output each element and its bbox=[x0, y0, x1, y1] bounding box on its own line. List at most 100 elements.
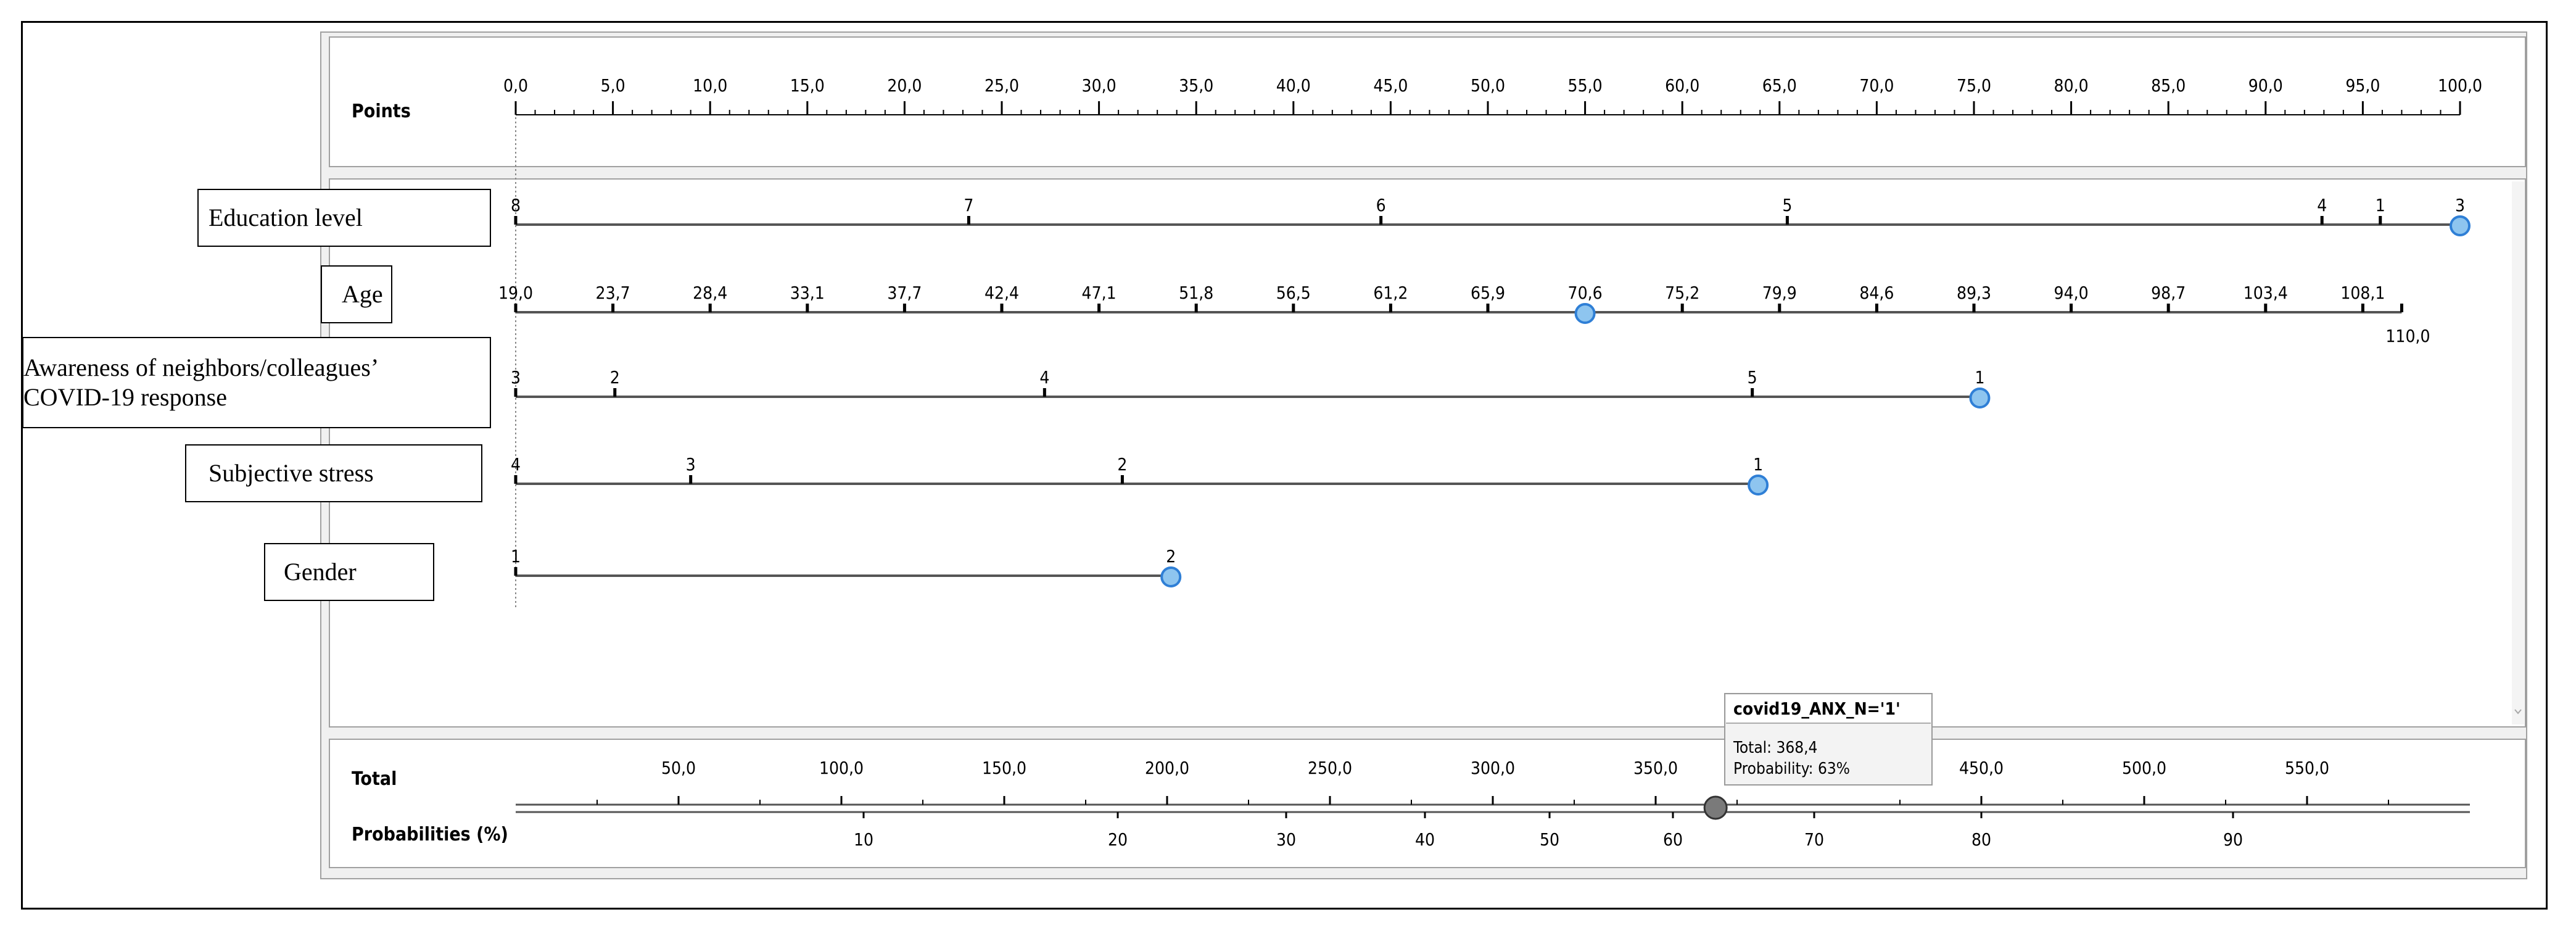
variable-tick-label: 5 bbox=[1782, 195, 1792, 215]
points-tick-label: 25,0 bbox=[985, 75, 1019, 96]
total-tick-label: 250,0 bbox=[1308, 758, 1352, 778]
variable-tick-label: 37,7 bbox=[887, 283, 922, 303]
variables-panel bbox=[329, 178, 2526, 728]
probability-tick-label: 80 bbox=[1971, 829, 1991, 850]
points-tick-label: 55,0 bbox=[1568, 75, 1603, 96]
variable-label: Awareness of neighbors/colleagues’ bbox=[23, 354, 379, 381]
points-tick-label: 70,0 bbox=[1859, 75, 1894, 96]
variable-tick-label: 89,3 bbox=[1957, 283, 1991, 303]
total-tick-label: 500,0 bbox=[2122, 758, 2166, 778]
total-tick-label: 550,0 bbox=[2285, 758, 2329, 778]
probability-tick-label: 90 bbox=[2223, 829, 2243, 850]
total-panel bbox=[329, 739, 2526, 868]
variable-tick-label: 6 bbox=[1376, 195, 1386, 215]
points-tick-label: 80,0 bbox=[2054, 75, 2089, 96]
variable-tick-label: 94,0 bbox=[2054, 283, 2089, 303]
points-tick-label: 0,0 bbox=[503, 75, 528, 96]
points-tick-label: 5,0 bbox=[601, 75, 625, 96]
variable-label-box: Age bbox=[321, 265, 392, 323]
points-axis-label: Points bbox=[352, 101, 411, 122]
variable-tick-label: 28,4 bbox=[693, 283, 727, 303]
variable-tick-label: 79,9 bbox=[1762, 283, 1797, 303]
variable-tick-label: 2 bbox=[1117, 454, 1127, 475]
variable-tick-label: 47,1 bbox=[1082, 283, 1117, 303]
figure-frame bbox=[21, 21, 2548, 910]
variable-tick-label: 98,7 bbox=[2151, 283, 2186, 303]
variable-label-box: Awareness of neighbors/colleagues’ COVID-… bbox=[22, 337, 491, 428]
total-tick-label: 450,0 bbox=[1959, 758, 2004, 778]
points-tick-label: 65,0 bbox=[1762, 75, 1797, 96]
total-tick-label: 350,0 bbox=[1633, 758, 1678, 778]
variable-tick-label: 1 bbox=[511, 546, 521, 566]
points-tick-label: 10,0 bbox=[693, 75, 727, 96]
tooltip-total: Total: 368,4 bbox=[1733, 739, 1817, 757]
tooltip-probability: Probability: 63% bbox=[1733, 760, 1850, 778]
variable-tick-label: 2 bbox=[610, 367, 620, 388]
probability-tick-label: 10 bbox=[854, 829, 873, 850]
total-tick-label: 50,0 bbox=[661, 758, 696, 778]
variable-tick-label: 8 bbox=[511, 195, 521, 215]
total-tick-label: 300,0 bbox=[1471, 758, 1515, 778]
probability-tick-label: 70 bbox=[1804, 829, 1824, 850]
variable-tick-label: 110,0 bbox=[2385, 326, 2430, 346]
points-tick-label: 35,0 bbox=[1179, 75, 1213, 96]
points-tick-label: 40,0 bbox=[1276, 75, 1311, 96]
selected-value-marker bbox=[1160, 566, 1182, 587]
total-axis-label: Total bbox=[352, 768, 397, 790]
probability-tick-label: 30 bbox=[1276, 829, 1296, 850]
variable-tick-label: 19,0 bbox=[498, 283, 533, 303]
total-tick-label: 100,0 bbox=[819, 758, 864, 778]
tooltip-title: covid19_ANX_N='1' bbox=[1733, 699, 1901, 719]
probability-tick-label: 20 bbox=[1108, 829, 1128, 850]
variable-tick-label: 3 bbox=[511, 367, 521, 388]
scrollbar-track bbox=[2512, 181, 2524, 724]
variable-tick-label: 42,4 bbox=[985, 283, 1019, 303]
variable-tick-label: 4 bbox=[2317, 195, 2327, 215]
variable-label: Gender bbox=[284, 558, 357, 586]
variable-tick-label: 3 bbox=[686, 454, 696, 475]
points-tick-label: 15,0 bbox=[790, 75, 825, 96]
variable-tick-label: 3 bbox=[2455, 195, 2465, 215]
variable-tick-label: 56,5 bbox=[1276, 283, 1311, 303]
total-tick-label: 150,0 bbox=[982, 758, 1026, 778]
points-tick-label: 20,0 bbox=[887, 75, 922, 96]
variable-tick-label: 108,1 bbox=[2340, 283, 2385, 303]
variable-tick-label: 33,1 bbox=[790, 283, 825, 303]
probabilities-axis-label: Probabilities (%) bbox=[352, 824, 508, 845]
variable-tick-label: 23,7 bbox=[596, 283, 630, 303]
variable-tick-label: 51,8 bbox=[1179, 283, 1213, 303]
selected-value-marker bbox=[1969, 388, 1991, 408]
probability-tick-label: 40 bbox=[1415, 829, 1435, 850]
points-tick-label: 90,0 bbox=[2248, 75, 2283, 96]
points-tick-label: 45,0 bbox=[1373, 75, 1408, 96]
points-panel bbox=[329, 36, 2526, 167]
variable-label: Education level bbox=[208, 204, 363, 231]
probability-tick-label: 50 bbox=[1540, 829, 1559, 850]
variable-tick-label: 4 bbox=[511, 454, 521, 475]
variable-label-box: Subjective stress bbox=[185, 444, 482, 502]
variable-tick-label: 103,4 bbox=[2244, 283, 2288, 303]
tooltip-title-bg bbox=[1726, 695, 1931, 722]
variable-tick-label: 61,2 bbox=[1373, 283, 1408, 303]
variable-tick-label: 2 bbox=[1166, 546, 1176, 566]
selected-value-marker bbox=[1574, 303, 1596, 324]
selected-value-marker bbox=[2450, 215, 2471, 236]
points-tick-label: 75,0 bbox=[1957, 75, 1991, 96]
variable-tick-label: 5 bbox=[1748, 367, 1757, 388]
selected-value-marker bbox=[1748, 475, 1769, 496]
points-tick-label: 30,0 bbox=[1082, 75, 1117, 96]
variable-tick-label: 75,2 bbox=[1665, 283, 1699, 303]
variable-tick-label: 84,6 bbox=[1859, 283, 1894, 303]
points-tick-label: 100,0 bbox=[2438, 75, 2482, 96]
variable-label-box: Gender bbox=[264, 543, 434, 601]
variable-tick-label: 1 bbox=[1975, 367, 1984, 388]
points-tick-label: 95,0 bbox=[2345, 75, 2380, 96]
points-tick-label: 60,0 bbox=[1665, 75, 1699, 96]
variable-tick-label: 7 bbox=[964, 195, 973, 215]
variable-label: Subjective stress bbox=[208, 459, 374, 487]
scroll-down-icon bbox=[2514, 709, 2522, 715]
points-tick-label: 85,0 bbox=[2151, 75, 2186, 96]
variable-tick-label: 4 bbox=[1039, 367, 1049, 388]
variable-tick-label: 65,9 bbox=[1471, 283, 1505, 303]
